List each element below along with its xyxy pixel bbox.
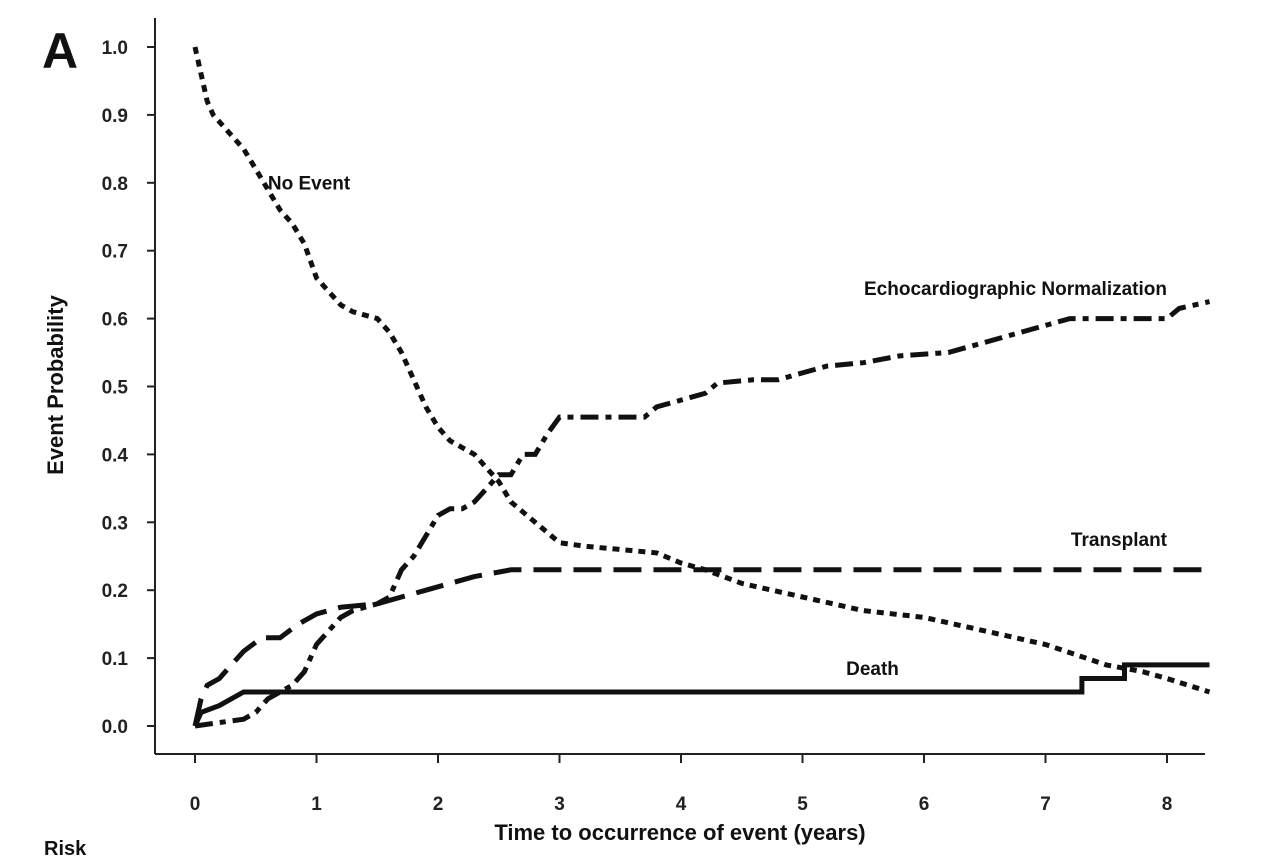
x-axis-ticks: 0 1 2 3 4 5 6 7 8	[190, 754, 1173, 815]
y-axis-title: Event Probability	[43, 294, 68, 474]
series-echocardiographic-normalization-label: Echocardiographic Normalization	[864, 279, 1167, 300]
y-tick-label: 0.8	[102, 174, 128, 195]
x-tick-label: 5	[797, 794, 808, 815]
survival-curves	[192, 46, 1211, 729]
series-transplant-label: Transplant	[1071, 530, 1168, 551]
x-tick-label: 8	[1162, 794, 1173, 815]
x-tick-label: 2	[433, 794, 444, 815]
x-axis-title: Time to occurrence of event (years)	[494, 820, 865, 845]
series-no-event-label: No Event	[268, 174, 351, 195]
y-tick-label: 1.0	[102, 38, 128, 59]
y-tick-label: 0.2	[102, 581, 128, 602]
x-tick-label: 3	[554, 794, 565, 815]
series-death-label: Death	[846, 659, 899, 680]
y-tick-label: 0.0	[102, 717, 128, 738]
y-tick-label: 0.9	[102, 106, 128, 127]
series-echocardiographic-normalization-line	[194, 299, 1211, 729]
x-tick-label: 0	[190, 794, 201, 815]
y-tick-label: 0.5	[102, 378, 129, 399]
series-death-line	[192, 662, 1210, 728]
y-axis-ticks: 0.0 0.1 0.2 0.3 0.4 0.5 0.6 0.7 0.8 0.9 1.0	[102, 38, 155, 738]
x-tick-label: 1	[311, 794, 322, 815]
y-tick-label: 0.4	[102, 445, 129, 466]
y-tick-label: 0.1	[102, 649, 129, 670]
y-tick-label: 0.6	[102, 310, 128, 331]
risk-table-label: Risk	[44, 838, 87, 858]
series-labels: No Event Echocardiographic Normalization T…	[268, 174, 1168, 680]
x-tick-label: 4	[676, 794, 687, 815]
series-no-event-line	[192, 46, 1211, 695]
y-tick-label: 0.3	[102, 513, 128, 534]
x-tick-label: 7	[1040, 794, 1051, 815]
x-tick-label: 6	[919, 794, 930, 815]
panel-label: A	[42, 23, 78, 79]
y-tick-label: 0.7	[102, 242, 128, 263]
